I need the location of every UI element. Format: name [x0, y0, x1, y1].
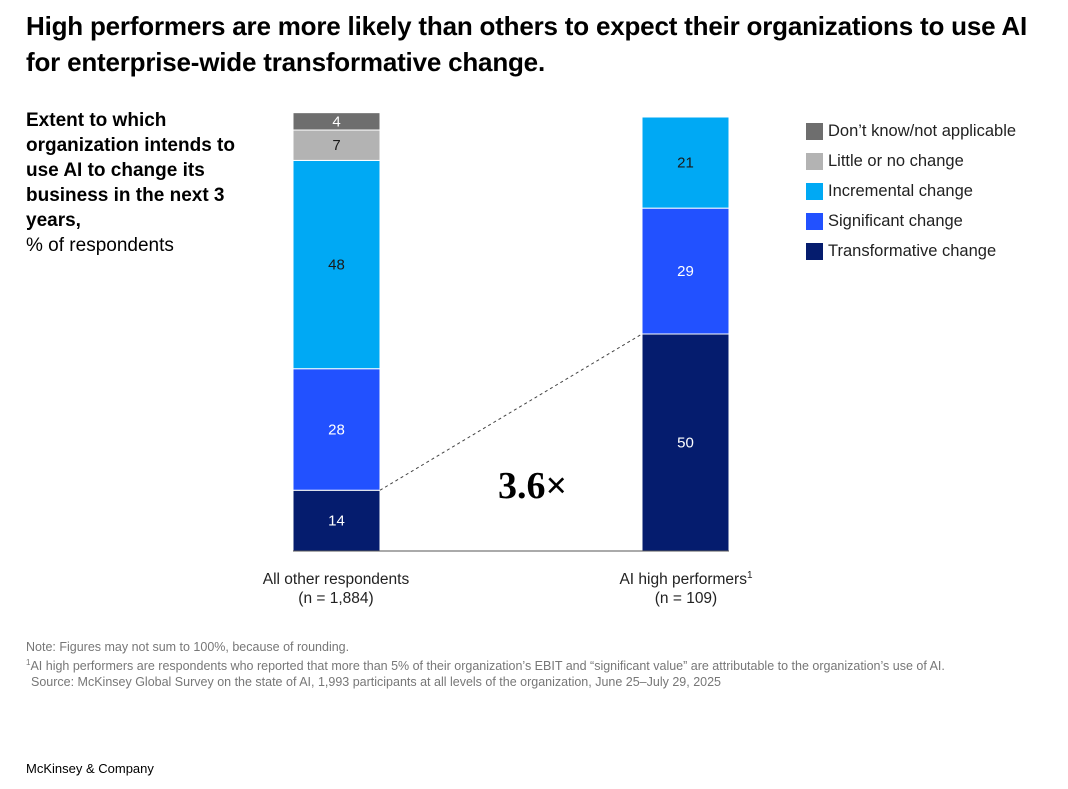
source-text: Source: McKinsey Global Survey on the st… — [31, 675, 721, 690]
category-label-all-others: All other respondents (n = 1,884) — [262, 571, 410, 608]
data-label: 48 — [328, 257, 345, 274]
data-label: 7 — [332, 137, 340, 154]
subtitle-bold: Extent to which organization intends to … — [26, 110, 235, 231]
bar-segment — [292, 368, 381, 491]
legend-item: Transformative change — [806, 236, 1016, 266]
chart-title: High performers are more likely than oth… — [26, 11, 1028, 77]
legend-label: Don’t know/not applicable — [828, 121, 1017, 140]
legend-swatch — [806, 242, 823, 260]
data-label: 29 — [677, 263, 694, 280]
legend-item: Incremental change — [806, 176, 1016, 206]
bar-segment — [641, 207, 730, 335]
legend-item: Don’t know/not applicable — [806, 116, 1016, 146]
multiplier-annotation: 3.6× — [498, 465, 568, 507]
data-label: 21 — [677, 155, 694, 172]
legend-swatch — [806, 122, 823, 140]
legend-item: Significant change — [806, 206, 1016, 236]
bar-segment — [641, 116, 730, 209]
footer-brand: McKinsey & Company — [26, 761, 154, 776]
data-label: 28 — [328, 421, 345, 438]
legend-item: Little or no change — [806, 146, 1016, 176]
subtitle-unit: % of respondents — [26, 235, 174, 256]
comparison-connector — [379, 333, 643, 491]
legend-label: Little or no change — [828, 151, 964, 170]
legend-swatch — [806, 182, 823, 200]
legend-label: Significant change — [828, 211, 963, 230]
note-text: Note: Figures may not sum to 100%, becau… — [26, 640, 350, 654]
notes: Note: Figures may not sum to 100%, becau… — [26, 639, 1026, 690]
data-label: 4 — [332, 113, 340, 130]
legend-swatch — [806, 212, 823, 230]
chart-subtitle: Extent to which organization intends to … — [26, 108, 246, 258]
data-label: 50 — [677, 435, 694, 452]
legend: Don’t know/not applicable Little or no ch… — [806, 116, 1016, 266]
data-label: 14 — [328, 513, 345, 530]
legend-swatch — [806, 152, 823, 170]
legend-label: Incremental change — [828, 181, 973, 200]
footnote-text: 1AI high performers are respondents who … — [26, 658, 945, 674]
bar-segment — [292, 159, 381, 370]
bar-segment — [292, 112, 381, 131]
bar-segment — [641, 333, 730, 552]
category-label-high-performers: AI high performers1 (n = 109) — [619, 570, 753, 608]
legend-label: Transformative change — [828, 241, 997, 260]
